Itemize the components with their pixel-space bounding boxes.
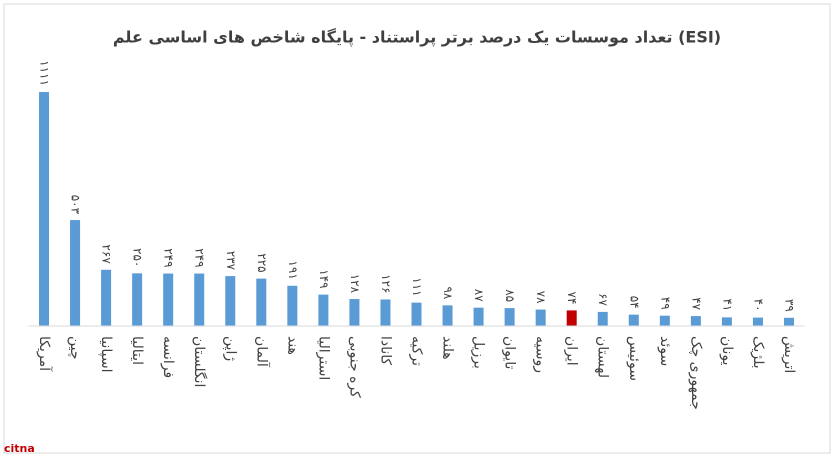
value-label: ۱۱۱۱	[38, 60, 52, 86]
value-label: ۲۶۷	[100, 244, 114, 264]
x-tick-label: یونان	[719, 336, 735, 366]
bar	[690, 316, 701, 326]
value-label: ۴۹	[658, 297, 672, 310]
value-label: ۱۲۸	[348, 274, 362, 294]
value-label: ۷۸	[534, 291, 548, 304]
x-tick-label: اسپانیا	[98, 336, 114, 373]
value-label: ۵۴	[627, 296, 641, 309]
x-tick-label: سوئیس	[626, 336, 642, 381]
x-tick-label: ترکیه	[409, 336, 425, 366]
x-tick-label: تایوان	[502, 336, 518, 370]
x-tick-label: چین	[67, 336, 83, 360]
bar	[721, 317, 732, 326]
x-tick-label: روسیه	[533, 336, 549, 373]
bar	[287, 285, 298, 326]
watermark: citna	[4, 442, 35, 455]
bar	[566, 310, 577, 326]
bar	[380, 299, 391, 326]
x-tick-label: آمریکا	[36, 336, 53, 372]
value-label: ۸۵	[503, 289, 517, 302]
chart-border	[3, 3, 831, 454]
value-label: ۶۷	[596, 293, 610, 306]
value-label: ۳۹	[782, 299, 796, 312]
value-label: ۲۴۹	[162, 248, 176, 267]
x-tick-label: اتریش	[781, 336, 797, 373]
value-label: ۴۱	[720, 298, 734, 311]
x-tick-label: بلژیک	[750, 336, 766, 369]
value-label: ۲۴۹	[193, 248, 207, 267]
bar	[132, 273, 143, 326]
value-label: ۱۱۱	[410, 277, 424, 296]
x-tick-label: ژاپن	[222, 336, 238, 361]
bar	[783, 317, 794, 326]
bar	[597, 311, 608, 326]
bar	[349, 299, 360, 326]
value-label: ۲۳۷	[224, 251, 238, 271]
bar	[442, 305, 453, 326]
bar	[752, 317, 763, 326]
value-label: ۲۲۵	[255, 253, 269, 272]
value-label: ۱۴۹	[317, 269, 331, 288]
value-label: ۴۷	[689, 297, 703, 310]
bar	[318, 294, 329, 326]
value-label: ۲۵۰	[131, 248, 145, 267]
value-label: ۵۰۳	[69, 195, 83, 215]
bar	[411, 302, 422, 326]
value-label: ۷۴	[565, 292, 579, 305]
bar	[101, 269, 112, 326]
x-tick-label: استرالیا	[315, 336, 331, 380]
bar	[628, 314, 639, 326]
chart-title: تعداد موسسات یک درصد برتر پراستناد - پای…	[113, 28, 721, 48]
x-tick-label: لهستان	[595, 336, 611, 378]
value-label: ۴۰	[751, 299, 765, 312]
x-tick-label: آلمان	[253, 336, 270, 368]
bar	[39, 92, 50, 326]
bar	[473, 307, 484, 326]
bar	[225, 276, 236, 326]
bar	[659, 315, 670, 326]
bar	[504, 308, 515, 326]
bar	[256, 278, 267, 326]
bar	[194, 273, 205, 326]
x-tick-label: هند	[284, 336, 300, 355]
bar	[70, 220, 81, 326]
x-tick-label: سوئد	[657, 336, 673, 366]
x-tick-label: برزیل	[471, 336, 487, 369]
x-tick-label: جمهوری چک	[688, 336, 704, 410]
value-label: ۸۷	[472, 289, 486, 302]
bar	[163, 273, 174, 326]
x-tick-label: انگلستان	[191, 336, 208, 387]
x-tick-label: هلند	[440, 336, 456, 360]
value-label: ۱۹۱	[286, 260, 300, 279]
x-tick-label: ایران	[564, 336, 580, 366]
x-tick-label: کره جنوبی	[346, 336, 362, 398]
x-tick-label: ایتالیا	[129, 336, 145, 365]
value-label: ۹۸	[441, 286, 455, 299]
bar	[535, 309, 546, 326]
x-tick-label: کانادا	[377, 336, 393, 366]
value-label: ۱۲۶	[379, 274, 393, 293]
x-tick-label: فرانسه	[160, 336, 176, 378]
